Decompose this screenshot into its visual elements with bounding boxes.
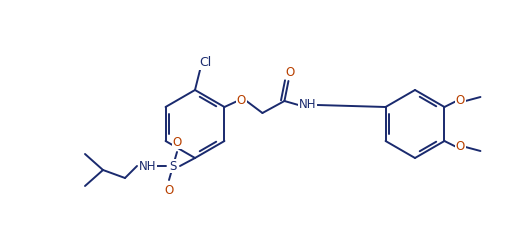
Text: O: O	[164, 184, 174, 196]
Text: Cl: Cl	[199, 57, 211, 69]
Text: NH: NH	[299, 98, 316, 112]
Text: S: S	[169, 159, 177, 173]
Text: NH: NH	[139, 159, 157, 173]
Text: O: O	[237, 94, 246, 107]
Text: O: O	[286, 65, 295, 79]
Text: O: O	[456, 141, 465, 154]
Text: O: O	[172, 135, 182, 149]
Text: O: O	[456, 94, 465, 107]
